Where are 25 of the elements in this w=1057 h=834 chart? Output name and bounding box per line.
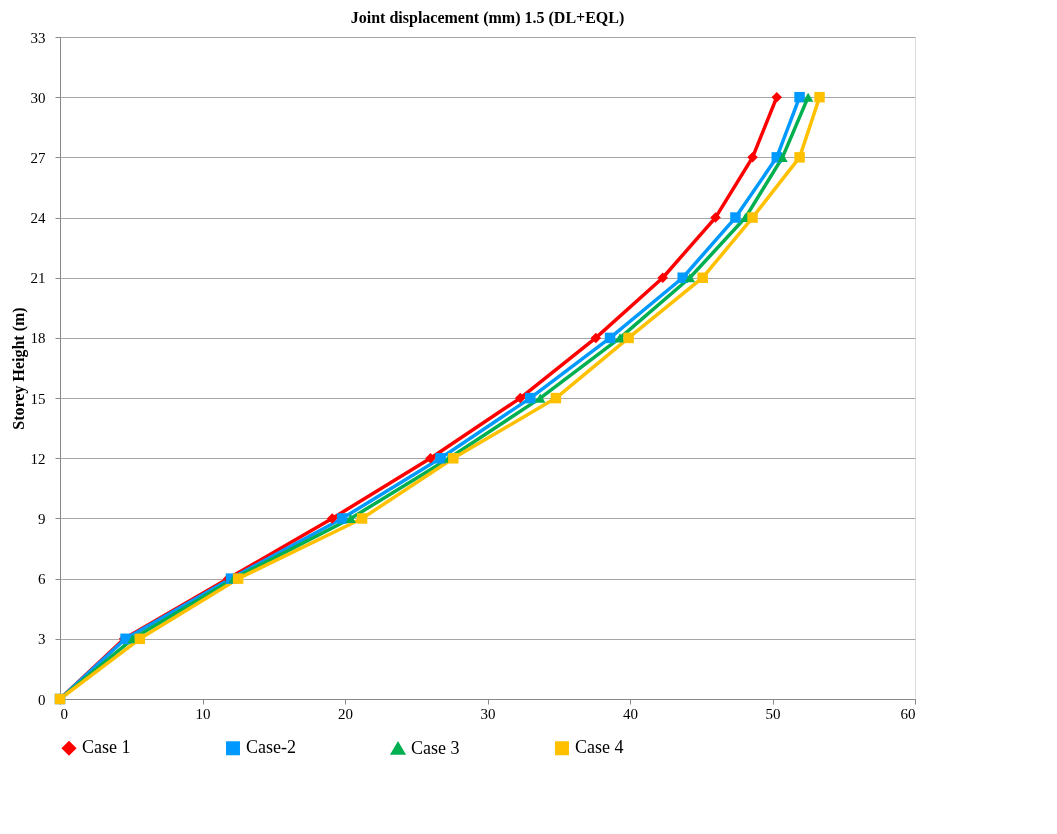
x-tick-label: 50	[765, 705, 781, 722]
x-tick-label: 10	[195, 705, 211, 722]
x-tick-label: 40	[623, 705, 638, 722]
y-tick-label: 24	[30, 210, 46, 227]
y-tick-label: 30	[30, 89, 46, 106]
x-tick-label: 60	[900, 705, 916, 722]
y-tick-label: 6	[38, 571, 46, 588]
y-axis-title: Storey Height (m)	[9, 307, 28, 430]
y-tick-label: 3	[38, 631, 46, 648]
legend-label: Case 1	[82, 737, 131, 758]
legend-label: Case 3	[411, 737, 460, 758]
y-tick-label: 33	[30, 29, 46, 46]
chart-title: Joint displacement (mm) 1.5 (DL+EQL)	[350, 9, 625, 27]
y-tick-label: 0	[38, 691, 46, 708]
y-tick-label: 9	[38, 510, 46, 527]
y-tick-label: 18	[30, 330, 46, 347]
legend-label: Case 4	[575, 737, 624, 758]
x-tick-label: 30	[480, 705, 496, 722]
x-tick-label: 0	[60, 705, 68, 722]
y-tick-label: 15	[30, 390, 46, 407]
y-tick-label: 21	[30, 270, 46, 287]
y-tick-label: 27	[30, 149, 46, 166]
y-tick-label: 12	[30, 450, 46, 467]
legend-label: Case-2	[246, 737, 296, 758]
x-tick-label: 20	[338, 705, 353, 722]
